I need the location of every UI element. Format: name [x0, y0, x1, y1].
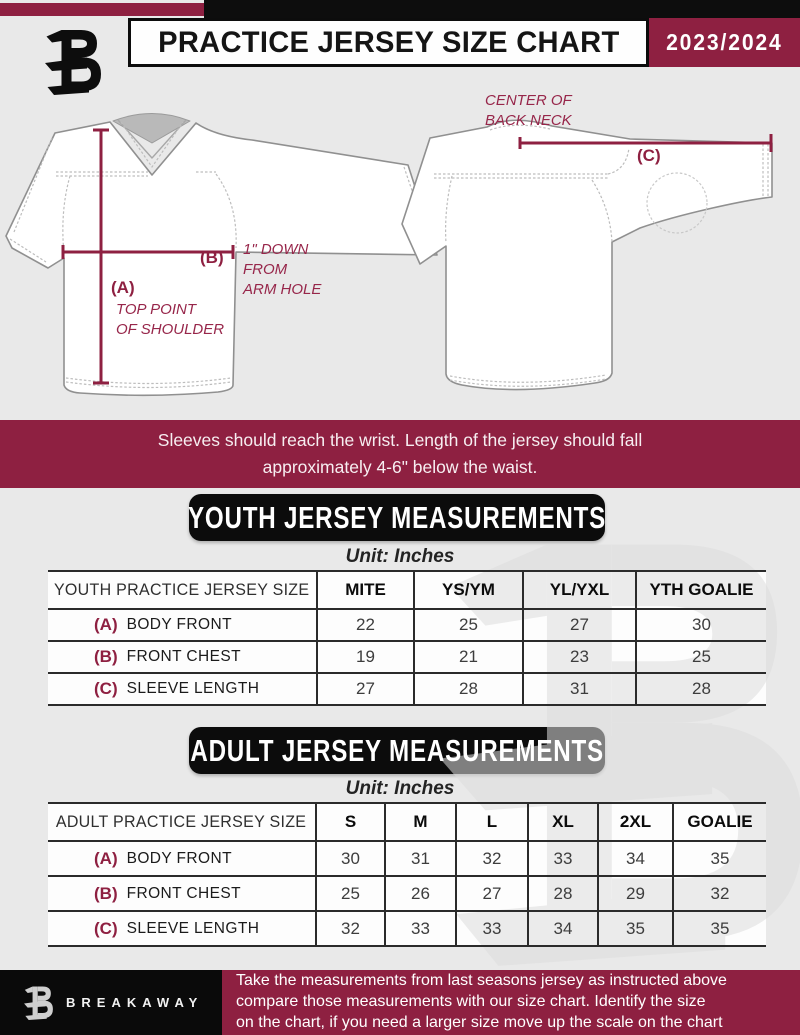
table-cell: 29 [626, 883, 645, 903]
table-cell: 32 [341, 918, 360, 938]
table-cell: 27 [482, 883, 502, 903]
table-cell: 28 [459, 679, 478, 698]
table-cell: 33 [553, 848, 573, 868]
label-b: (B) [200, 248, 224, 267]
adult-size-table: ADULT PRACTICE JERSEY SIZE S M L XL 2XL … [48, 802, 766, 947]
label-c: (C) [637, 146, 661, 165]
table-cell: 27 [356, 679, 375, 698]
note-b: 1" DOWN FROM ARM HOLE [243, 241, 322, 298]
breakaway-b-logo-icon [45, 29, 103, 95]
page-title: PRACTICE JERSEY SIZE CHART [157, 25, 620, 59]
title-box: PRACTICE JERSEY SIZE CHART [128, 18, 649, 67]
table-cell: 28 [692, 679, 711, 698]
table-row-label: (C) SLEEVE LENGTH [48, 674, 316, 706]
table-cell: 35 [626, 918, 645, 938]
table-cell: 34 [626, 848, 645, 868]
table-cell: 30 [341, 848, 360, 868]
adult-section-title-wrap: ADULT JERSEY MEASUREMENTS [189, 727, 605, 774]
footer-brand-name: BREAKAWAY [66, 995, 204, 1010]
table-cell: 31 [570, 679, 589, 698]
column-header: YS/YM [442, 580, 495, 599]
table-cell: 35 [710, 918, 730, 938]
column-header: 2XL [619, 812, 652, 831]
column-header: L [486, 812, 498, 831]
table-cell: 31 [411, 848, 430, 868]
notice-text: Sleeves should reach the wrist. Length o… [157, 430, 643, 477]
front-jersey-drawing [5, 113, 438, 397]
youth-table-size-header: YOUTH PRACTICE JERSEY SIZE [54, 580, 310, 599]
footer-note-text: Take the measurements from last seasons … [236, 972, 727, 1031]
column-header: M [413, 812, 428, 831]
adult-unit-label: Unit: Inches [345, 778, 455, 799]
youth-size-table: YOUTH PRACTICE JERSEY SIZE MITE YS/YM YL… [48, 570, 766, 706]
table-cell: 25 [341, 883, 360, 903]
note-a: TOP POINT OF SHOULDER [116, 301, 225, 338]
footer-brand-block: BREAKAWAY [0, 970, 222, 1035]
top-accent-strip-maroon [0, 3, 204, 16]
table-cell: 33 [482, 918, 502, 938]
jersey-diagrams [5, 113, 773, 397]
column-header: XL [552, 812, 574, 831]
table-cell: 30 [692, 615, 711, 634]
table-cell: 33 [411, 918, 430, 938]
table-cell: 22 [356, 615, 375, 634]
table-row-label: (B) FRONT CHEST [48, 642, 316, 674]
footer-note-block: Take the measurements from last seasons … [222, 970, 800, 1035]
adult-table-size-header: ADULT PRACTICE JERSEY SIZE [56, 812, 307, 831]
table-cell: 34 [553, 918, 573, 938]
column-header: GOALIE [687, 812, 753, 831]
table-cell: 26 [411, 883, 430, 903]
table-cell: 28 [553, 883, 573, 903]
table-cell: 19 [356, 647, 375, 666]
table-cell: 32 [482, 848, 502, 868]
season-badge: 2023/2024 [649, 18, 800, 67]
table-cell: 21 [459, 647, 478, 666]
column-header: MITE [345, 580, 386, 599]
column-header: YL/YXL [549, 580, 610, 599]
table-cell: 25 [692, 647, 711, 666]
youth-unit-label: Unit: Inches [345, 546, 455, 567]
label-a: (A) [111, 278, 135, 297]
youth-section-title: YOUTH JERSEY MEASUREMENTS [187, 499, 607, 535]
back-jersey-stitching [434, 124, 769, 387]
table-cell: 23 [570, 647, 589, 666]
table-row-label: (A) BODY FRONT [48, 842, 315, 877]
note-c: CENTER OF BACK NECK [485, 92, 572, 129]
notice-banner: Sleeves should reach the wrist. Length o… [0, 420, 800, 488]
table-cell: 25 [459, 615, 478, 634]
table-row-label: (A) BODY FRONT [48, 610, 316, 642]
table-row-label: (B) FRONT CHEST [48, 877, 315, 912]
top-accent-strip-black [204, 0, 800, 18]
table-cell: 27 [570, 615, 589, 634]
column-header: YTH GOALIE [649, 580, 754, 599]
table-cell: 32 [710, 883, 730, 903]
back-jersey-drawing [401, 119, 773, 391]
breakaway-footer-logo-icon [24, 986, 54, 1020]
adult-section-title: ADULT JERSEY MEASUREMENTS [190, 732, 604, 768]
column-header: S [344, 812, 357, 831]
youth-section-pill [189, 494, 605, 541]
front-jersey-stitching [9, 121, 434, 389]
table-row-label: (C) SLEEVE LENGTH [48, 912, 315, 947]
youth-section-title-wrap: YOUTH JERSEY MEASUREMENTS [187, 494, 607, 541]
season-label: 2023/2024 [666, 29, 783, 55]
table-cell: 35 [710, 848, 730, 868]
measurement-lines [61, 128, 773, 385]
